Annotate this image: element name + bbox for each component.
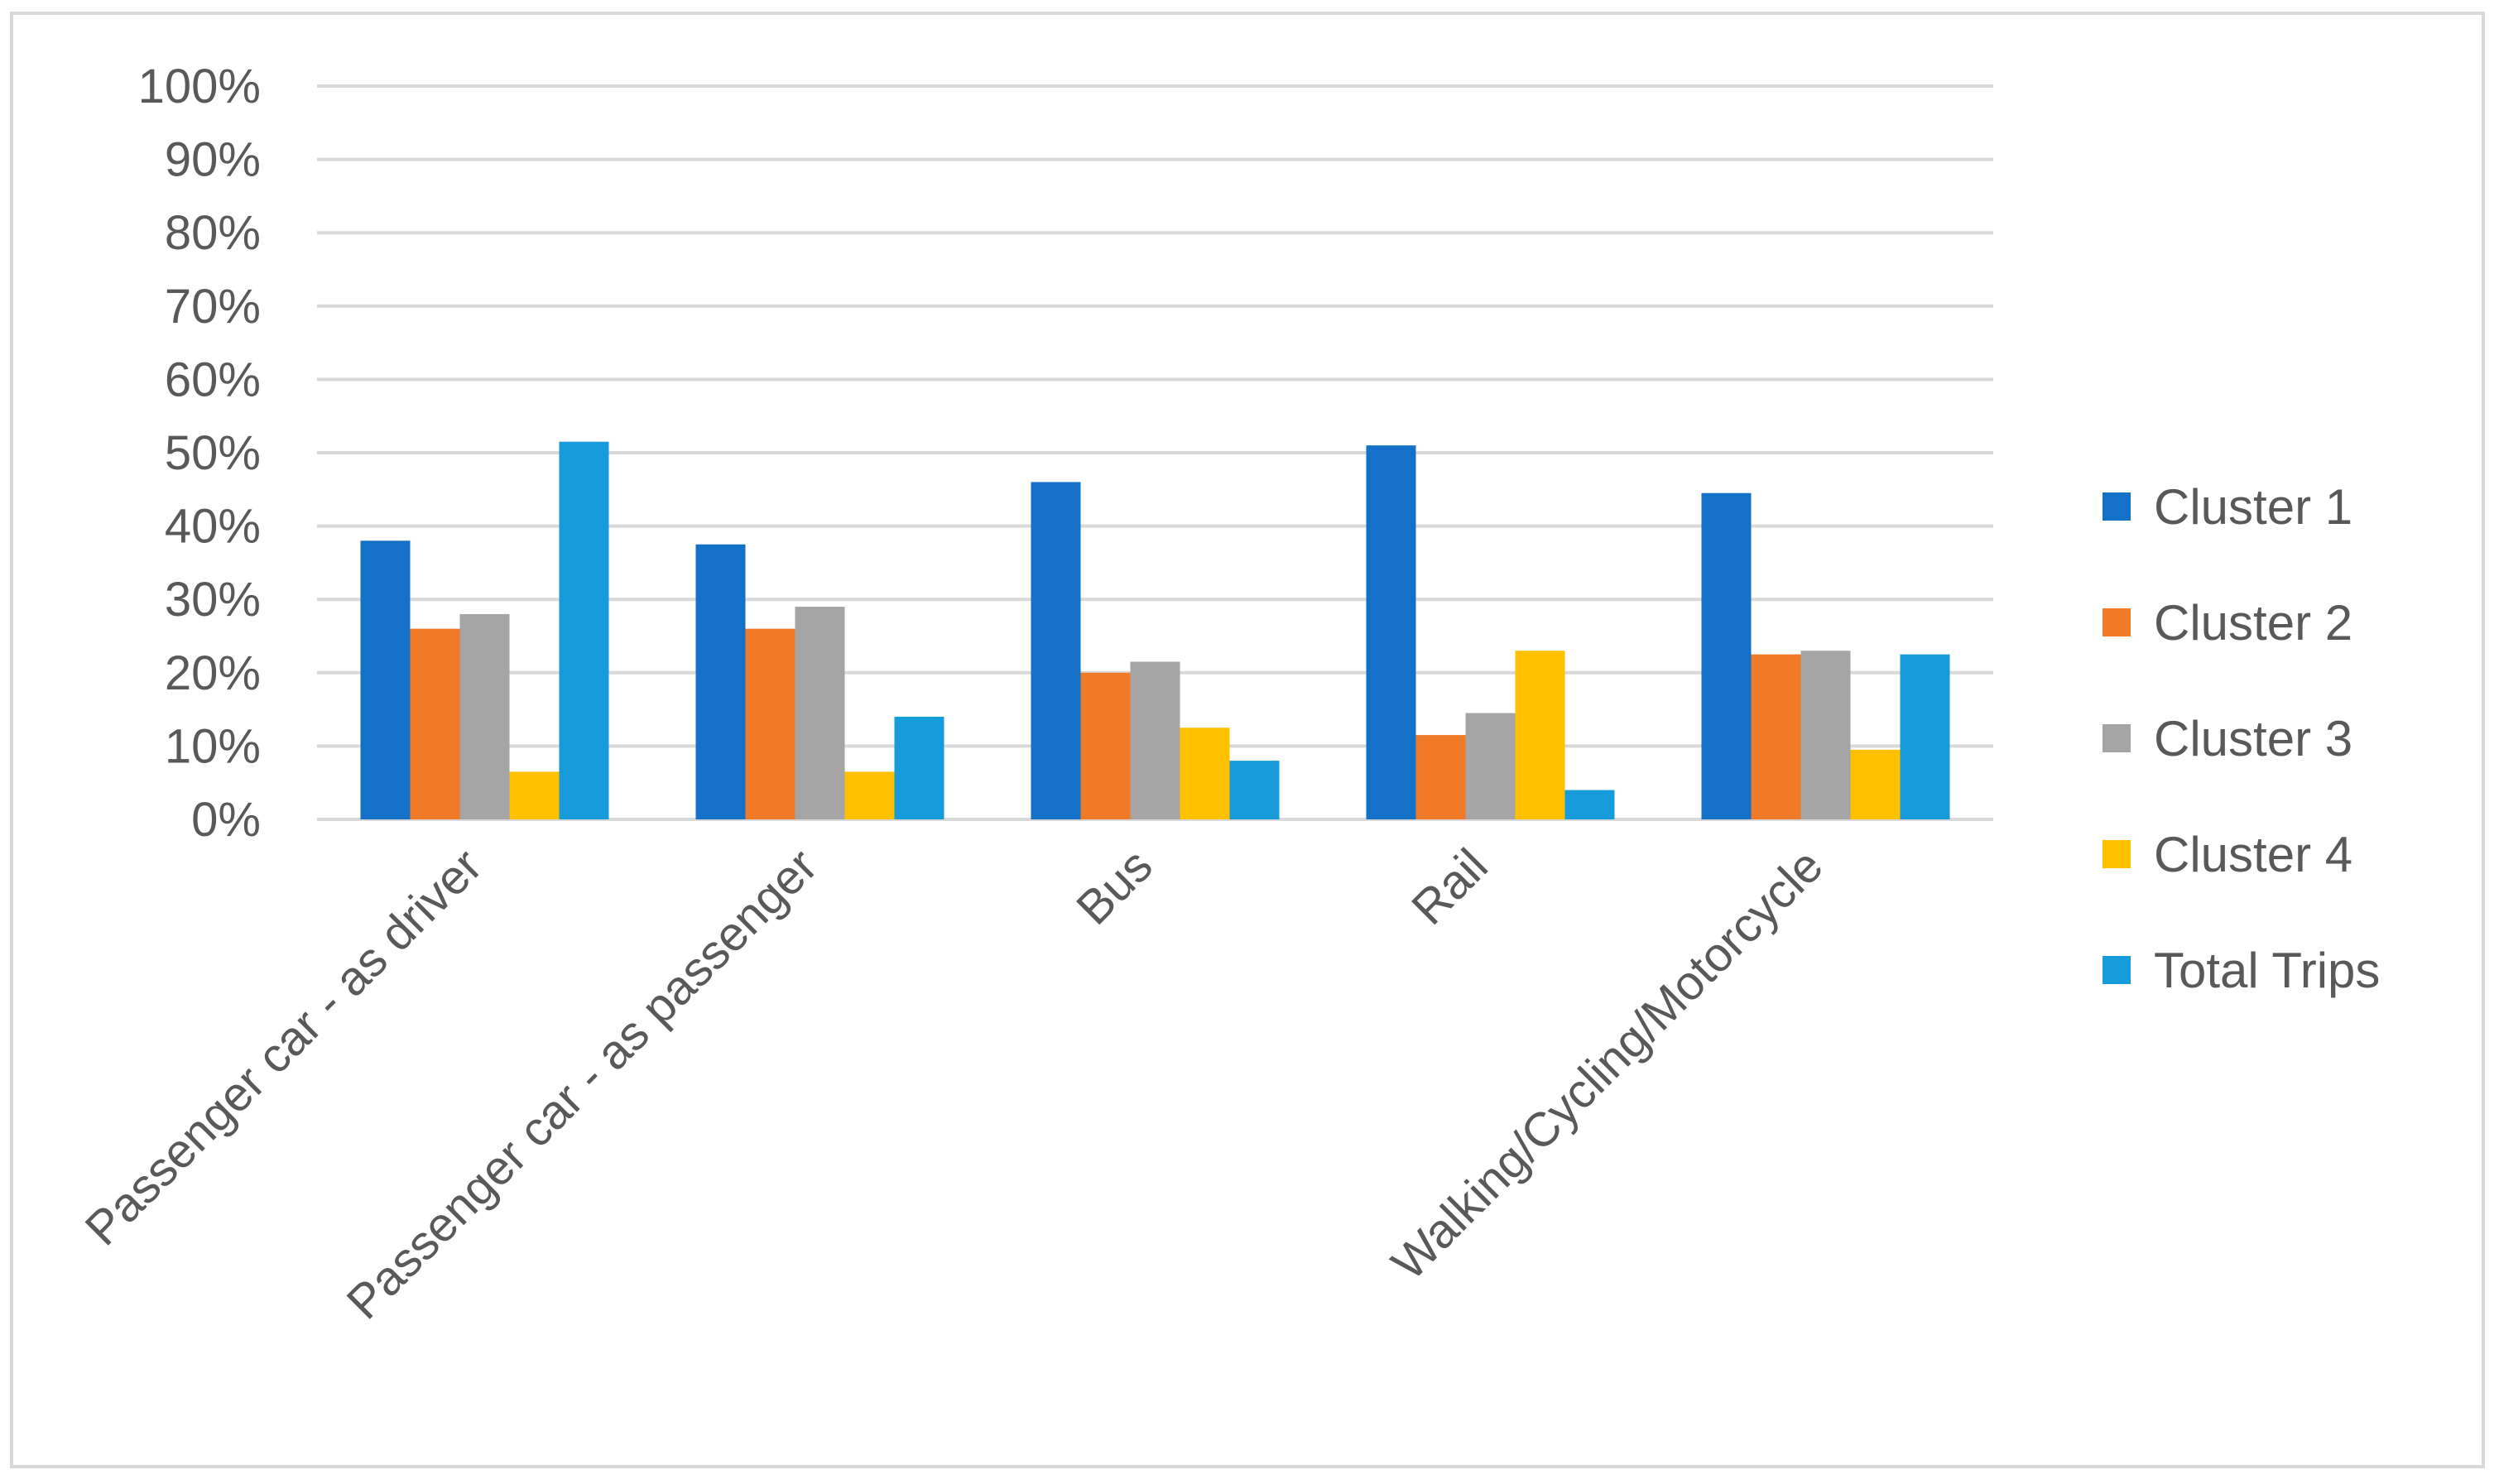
bar-cluster-2-passenger-car-as-passenger: [745, 628, 795, 819]
bar-cluster-3-walking-cycling-motorcycle: [1800, 651, 1851, 819]
bar-cluster-3-bus: [1130, 661, 1180, 819]
legend-swatch-cluster-2: [2103, 608, 2131, 636]
bar-cluster-2-bus: [1080, 672, 1131, 819]
bar-cluster-1-passenger-car-as-passenger: [695, 544, 746, 819]
y-tick-label: 100%: [138, 60, 261, 113]
legend-label-total-trips: Total Trips: [2154, 943, 2380, 998]
bar-cluster-3-passenger-car-as-passenger: [795, 607, 845, 819]
legend-label-cluster-1: Cluster 1: [2154, 479, 2352, 535]
bar-cluster-4-bus: [1180, 728, 1230, 819]
bar-cluster-4-rail: [1515, 651, 1565, 819]
bar-cluster-3-passenger-car-as-driver: [459, 613, 510, 819]
bar-cluster-1-passenger-car-as-driver: [360, 540, 411, 819]
legend-label-cluster-2: Cluster 2: [2154, 595, 2352, 651]
x-category-label: Rail: [1401, 838, 1498, 935]
legend: Cluster 1 Cluster 2 Cluster 3 Cluster 4 Tota…: [2103, 479, 2380, 998]
bar-cluster-4-passenger-car-as-passenger: [844, 771, 895, 819]
y-tick-label: 10%: [165, 719, 261, 773]
y-tick-label: 30%: [165, 573, 261, 627]
legend-label-cluster-4: Cluster 4: [2154, 827, 2352, 882]
y-tick-label: 50%: [165, 426, 261, 480]
bar-cluster-3-rail: [1465, 713, 1516, 819]
bar-cluster-2-passenger-car-as-driver: [410, 628, 460, 819]
bar-total-trips-bus: [1229, 761, 1280, 819]
y-axis-tick-labels: 0% 10% 20% 30% 40% 50% 60% 70% 80% 90% 100%: [138, 60, 261, 847]
bar-cluster-4-passenger-car-as-driver: [509, 771, 560, 819]
legend-swatch-cluster-3: [2103, 724, 2131, 752]
y-tick-label: 40%: [165, 500, 261, 554]
x-category-label: Passenger car - as driver: [75, 838, 493, 1256]
y-tick-label: 70%: [165, 280, 261, 334]
y-tick-label: 20%: [165, 646, 261, 700]
legend-swatch-cluster-4: [2103, 840, 2131, 868]
bars: [360, 441, 1950, 819]
bar-total-trips-passenger-car-as-passenger: [894, 716, 944, 819]
bar-cluster-4-walking-cycling-motorcycle: [1850, 749, 1901, 819]
x-category-label: Bus: [1066, 838, 1163, 935]
bar-total-trips-walking-cycling-motorcycle: [1900, 654, 1950, 819]
y-tick-label: 80%: [165, 206, 261, 260]
bar-cluster-2-walking-cycling-motorcycle: [1751, 654, 1801, 819]
y-tick-label: 60%: [165, 353, 261, 406]
bar-cluster-1-rail: [1366, 445, 1416, 819]
y-tick-label: 90%: [165, 133, 261, 187]
bar-total-trips-passenger-car-as-driver: [559, 441, 609, 819]
legend-label-cluster-3: Cluster 3: [2154, 711, 2352, 766]
bar-total-trips-rail: [1564, 790, 1615, 819]
bar-cluster-1-walking-cycling-motorcycle: [1701, 492, 1752, 819]
legend-swatch-total-trips: [2103, 956, 2131, 984]
y-tick-label: 0%: [191, 793, 261, 847]
bar-cluster-2-rail: [1415, 735, 1466, 819]
bar-cluster-1-bus: [1031, 482, 1081, 819]
legend-swatch-cluster-1: [2103, 492, 2131, 521]
